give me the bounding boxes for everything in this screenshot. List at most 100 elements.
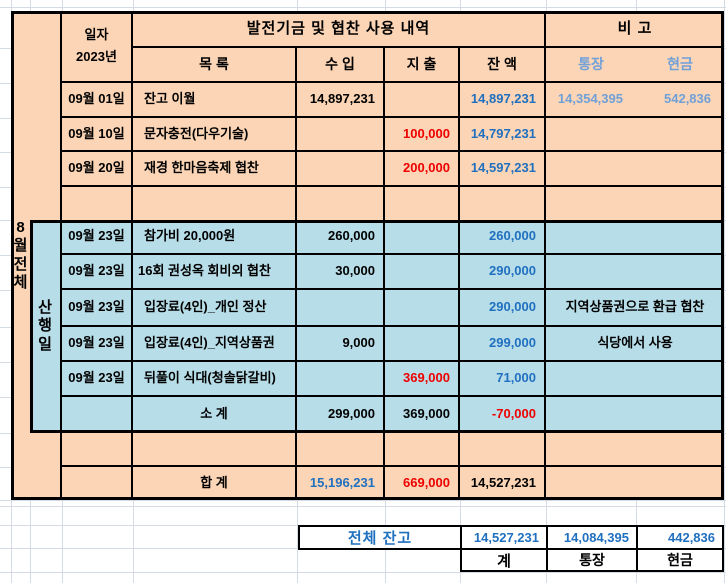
balance-cell[interactable] <box>460 187 546 220</box>
gridline <box>0 500 726 501</box>
item-cell[interactable] <box>133 187 297 220</box>
item-cell[interactable]: 참가비 20,000원 <box>133 220 297 255</box>
note-cell[interactable] <box>546 362 724 397</box>
date-cell[interactable] <box>62 433 133 467</box>
hike-day-vertical-label-cell[interactable]: 산행일 <box>30 220 62 433</box>
item-cell[interactable]: 입장료(4인)_개인 정산 <box>133 290 297 327</box>
item-cell[interactable]: 문자충전(다우기술) <box>133 118 297 152</box>
income-cell[interactable] <box>297 433 385 467</box>
income-cell[interactable]: 30,000 <box>297 255 385 290</box>
balance-cell[interactable]: 290,000 <box>460 290 546 327</box>
footer-total-column-header[interactable]: 계 <box>460 550 546 572</box>
overall-balance-label-cell[interactable]: 전체 잔고 <box>298 525 460 550</box>
item-cell[interactable]: 재경 한마음축제 협찬 <box>133 152 297 187</box>
cash-column-header[interactable]: 현금 <box>636 48 724 83</box>
balance-cell[interactable]: 14,527,231 <box>460 467 546 500</box>
income-column-header[interactable]: 수 입 <box>297 48 385 83</box>
expense-cell[interactable]: 369,000 <box>385 362 460 397</box>
income-cell[interactable] <box>297 290 385 327</box>
date-column-header-cell[interactable]: 일자 2023년 <box>62 11 133 83</box>
month-total-vertical-label-cell[interactable]: 8월전체 <box>11 11 30 500</box>
date-cell[interactable]: 09월 23일 <box>62 255 133 290</box>
date-cell[interactable] <box>62 467 133 500</box>
expense-cell[interactable] <box>385 187 460 220</box>
income-cell[interactable]: 15,196,231 <box>297 467 385 500</box>
income-cell[interactable] <box>297 187 385 220</box>
item-cell[interactable]: 뒤풀이 식대(청솔닭갈비) <box>133 362 297 397</box>
note-cell[interactable] <box>546 220 724 255</box>
item-cell[interactable] <box>133 433 297 467</box>
date-cell[interactable]: 09월 20일 <box>62 152 133 187</box>
balance-cell[interactable]: 14,797,231 <box>460 118 546 152</box>
date-cell[interactable]: 09월 10일 <box>62 118 133 152</box>
grand-total-label-cell[interactable]: 합 계 <box>133 467 297 500</box>
item-cell[interactable]: 잔고 이월 <box>133 83 297 118</box>
income-cell[interactable]: 260,000 <box>297 220 385 255</box>
balance-cell[interactable]: 290,000 <box>460 255 546 290</box>
income-cell[interactable] <box>297 362 385 397</box>
item-cell[interactable]: 입장료(4인)_지역상품권 <box>133 327 297 362</box>
table-title-cell[interactable]: 발전기금 및 협찬 사용 내역 <box>133 11 546 48</box>
overall-balance-total-cell[interactable]: 14,527,231 <box>460 525 546 550</box>
expense-cell[interactable] <box>385 433 460 467</box>
note-cell[interactable] <box>546 255 724 290</box>
expense-column-header[interactable]: 지 출 <box>385 48 460 83</box>
note-cell[interactable] <box>546 433 724 467</box>
date-cell[interactable]: 09월 01일 <box>62 83 133 118</box>
balance-cell[interactable]: 299,000 <box>460 327 546 362</box>
income-cell[interactable]: 299,000 <box>297 397 385 433</box>
balance-cell[interactable]: 260,000 <box>460 220 546 255</box>
bank-column-header[interactable]: 통장 <box>546 48 636 83</box>
income-cell[interactable] <box>297 118 385 152</box>
expense-cell[interactable] <box>385 290 460 327</box>
expense-cell[interactable]: 669,000 <box>385 467 460 500</box>
item-cell[interactable]: 16회 권성옥 회비외 협찬 <box>133 255 297 290</box>
expense-cell[interactable] <box>385 327 460 362</box>
expense-cell[interactable]: 369,000 <box>385 397 460 433</box>
gridline <box>0 572 726 573</box>
income-cell[interactable]: 14,897,231 <box>297 83 385 118</box>
cash-cell[interactable]: 542,836 <box>636 83 724 118</box>
note-cell[interactable] <box>546 152 724 187</box>
overall-balance-bank-cell[interactable]: 14,084,395 <box>546 525 636 550</box>
note-cell[interactable]: 식당에서 사용 <box>546 327 724 362</box>
expense-cell[interactable] <box>385 83 460 118</box>
footer-cash-column-header[interactable]: 현금 <box>636 550 724 572</box>
expense-cell[interactable] <box>385 255 460 290</box>
date-cell[interactable]: 09월 23일 <box>62 290 133 327</box>
note-cell[interactable] <box>546 118 724 152</box>
date-cell[interactable]: 09월 23일 <box>62 362 133 397</box>
balance-cell[interactable]: -70,000 <box>460 397 546 433</box>
note-cell[interactable]: 지역상품권으로 환급 협찬 <box>546 290 724 327</box>
expense-cell[interactable] <box>385 220 460 255</box>
subtotal-label-cell[interactable]: 소 계 <box>133 397 297 433</box>
balance-column-header[interactable]: 잔 액 <box>460 48 546 83</box>
expense-cell[interactable]: 200,000 <box>385 152 460 187</box>
expense-cell[interactable]: 100,000 <box>385 118 460 152</box>
income-cell[interactable] <box>297 152 385 187</box>
date-cell[interactable]: 09월 23일 <box>62 327 133 362</box>
date-cell[interactable]: 09월 23일 <box>62 220 133 255</box>
footer-bank-column-header[interactable]: 통장 <box>546 550 636 572</box>
date-cell[interactable] <box>62 397 133 433</box>
note-cell[interactable] <box>546 187 724 220</box>
balance-cell[interactable]: 71,000 <box>460 362 546 397</box>
date-cell[interactable] <box>62 187 133 220</box>
balance-cell[interactable]: 14,897,231 <box>460 83 546 118</box>
bank-cell[interactable]: 14,354,395 <box>546 83 636 118</box>
hike-day-label: 산행일 <box>38 299 52 353</box>
note-column-header-cell[interactable]: 비 고 <box>546 11 724 48</box>
overall-balance-cash-cell[interactable]: 442,836 <box>636 525 724 550</box>
ledger-table: 8월전체 산행일 일자 2023년 발전기금 및 협찬 사용 내역 비 고 목 … <box>11 11 724 500</box>
balance-cell[interactable] <box>460 433 546 467</box>
item-column-header[interactable]: 목 록 <box>133 48 297 83</box>
gridline <box>0 506 726 507</box>
spacer-cell[interactable] <box>30 433 62 500</box>
income-cell[interactable]: 9,000 <box>297 327 385 362</box>
gridline <box>0 7 726 8</box>
month-total-label: 8월전체 <box>13 218 28 291</box>
note-cell[interactable] <box>546 467 724 500</box>
note-cell[interactable] <box>546 397 724 433</box>
balance-cell[interactable]: 14,597,231 <box>460 152 546 187</box>
spacer-cell[interactable] <box>30 11 62 220</box>
